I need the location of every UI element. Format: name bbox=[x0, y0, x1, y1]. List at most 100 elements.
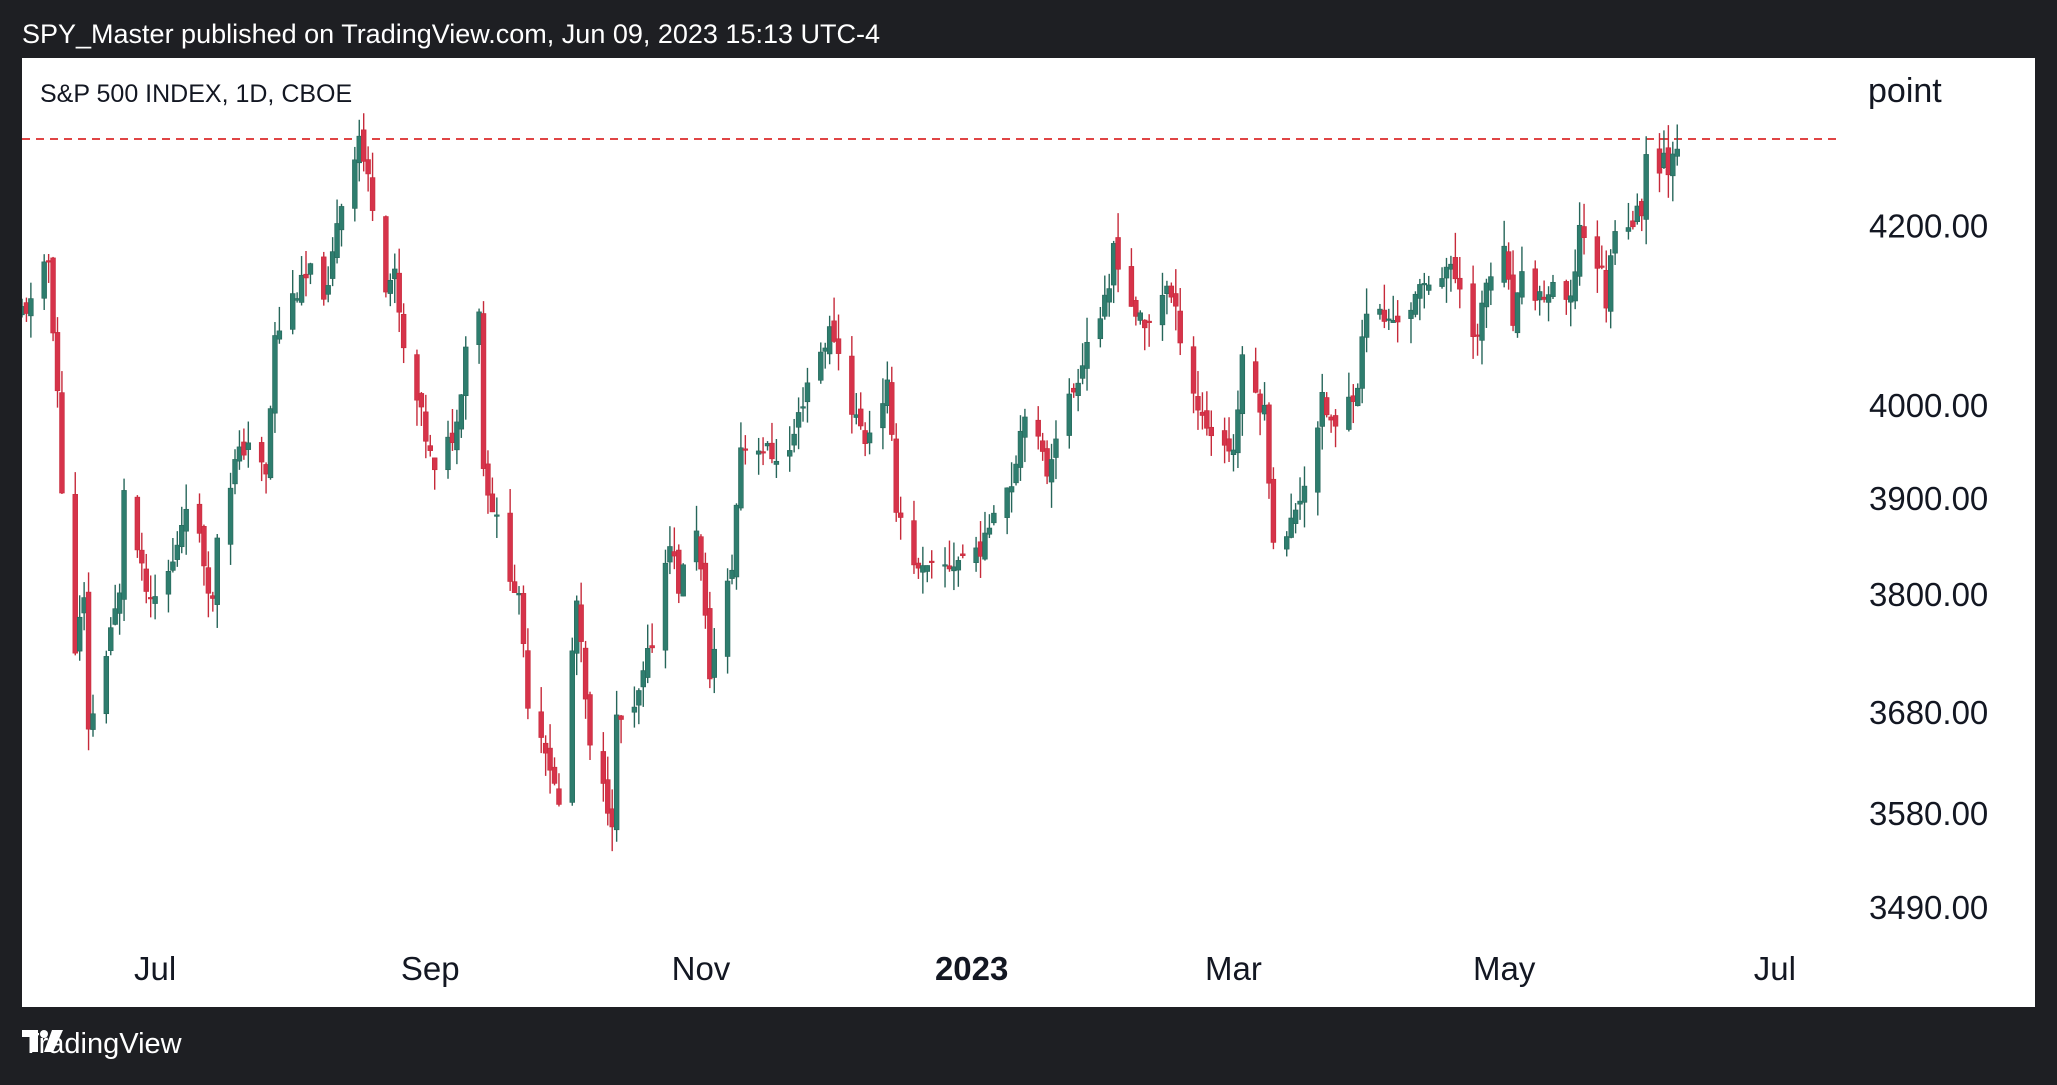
candle[interactable] bbox=[258, 436, 265, 482]
candle[interactable] bbox=[1257, 389, 1263, 436]
candle[interactable] bbox=[1386, 308, 1392, 331]
candle[interactable] bbox=[760, 437, 766, 466]
candle[interactable] bbox=[365, 146, 371, 192]
candle[interactable] bbox=[578, 582, 584, 663]
candle[interactable] bbox=[1297, 477, 1303, 520]
candle[interactable] bbox=[640, 661, 646, 707]
candle[interactable] bbox=[920, 546, 926, 594]
candle[interactable] bbox=[986, 514, 993, 539]
candle[interactable] bbox=[1133, 296, 1139, 326]
candle[interactable] bbox=[1670, 141, 1676, 202]
candle[interactable] bbox=[1656, 133, 1663, 193]
candle[interactable] bbox=[108, 617, 114, 656]
candle[interactable] bbox=[702, 552, 709, 629]
chart-panel[interactable]: 4200.00 4000.00 3900.00 3800.00 3680.00 3580.… bbox=[22, 58, 2035, 1007]
candle[interactable] bbox=[1013, 455, 1019, 486]
candle[interactable] bbox=[1550, 274, 1556, 299]
candle[interactable] bbox=[1394, 300, 1401, 343]
candle[interactable] bbox=[179, 506, 185, 554]
candle[interactable] bbox=[165, 559, 172, 613]
candle[interactable] bbox=[866, 410, 873, 455]
candle[interactable] bbox=[547, 724, 553, 794]
candle[interactable] bbox=[1323, 392, 1330, 418]
candle[interactable] bbox=[267, 405, 274, 480]
candle[interactable] bbox=[1115, 213, 1121, 293]
candle[interactable] bbox=[1443, 257, 1450, 303]
candle[interactable] bbox=[929, 550, 935, 579]
candle[interactable] bbox=[329, 237, 336, 287]
candle[interactable] bbox=[360, 113, 367, 172]
candle[interactable] bbox=[600, 732, 607, 802]
candle[interactable] bbox=[893, 423, 899, 522]
candle[interactable] bbox=[1674, 124, 1680, 166]
candle[interactable] bbox=[849, 336, 855, 434]
candle[interactable] bbox=[1177, 288, 1183, 356]
candle[interactable] bbox=[1532, 260, 1538, 311]
candle[interactable] bbox=[1230, 434, 1237, 472]
candle[interactable] bbox=[1106, 273, 1112, 317]
candle[interactable] bbox=[418, 392, 425, 426]
candle[interactable] bbox=[1359, 319, 1365, 404]
candle[interactable] bbox=[1328, 414, 1334, 433]
candle[interactable] bbox=[147, 575, 154, 618]
candle[interactable] bbox=[884, 361, 891, 414]
candle[interactable] bbox=[507, 489, 513, 591]
candle[interactable] bbox=[334, 199, 340, 264]
candle[interactable] bbox=[1612, 220, 1618, 265]
candle[interactable] bbox=[214, 534, 220, 628]
candle[interactable] bbox=[880, 378, 886, 450]
candle[interactable] bbox=[587, 691, 593, 760]
candle[interactable] bbox=[1408, 302, 1414, 344]
candle[interactable] bbox=[1599, 245, 1605, 270]
candle[interactable] bbox=[449, 409, 456, 451]
candle[interactable] bbox=[822, 342, 828, 369]
candle[interactable] bbox=[1355, 383, 1361, 407]
candle[interactable] bbox=[1505, 242, 1512, 290]
candle[interactable] bbox=[387, 273, 394, 307]
candle[interactable] bbox=[542, 735, 549, 776]
candle[interactable] bbox=[645, 624, 651, 684]
candle[interactable] bbox=[1075, 368, 1081, 412]
candle[interactable] bbox=[1221, 417, 1228, 464]
candle[interactable] bbox=[636, 688, 642, 725]
candle[interactable] bbox=[516, 586, 522, 615]
candle[interactable] bbox=[392, 253, 398, 304]
candle[interactable] bbox=[201, 524, 207, 586]
candle[interactable] bbox=[1519, 246, 1525, 305]
candle[interactable] bbox=[134, 495, 141, 558]
candle[interactable] bbox=[1448, 255, 1454, 292]
candle[interactable] bbox=[1168, 282, 1175, 303]
candle[interactable] bbox=[915, 557, 922, 579]
candle[interactable] bbox=[1226, 417, 1232, 463]
candle[interactable] bbox=[613, 690, 620, 842]
candle[interactable] bbox=[733, 503, 740, 590]
candle[interactable] bbox=[574, 595, 580, 676]
candle[interactable] bbox=[818, 342, 824, 384]
candle[interactable] bbox=[458, 394, 465, 438]
candle[interactable] bbox=[551, 757, 558, 786]
candle[interactable] bbox=[1541, 280, 1547, 303]
candle[interactable] bbox=[1146, 314, 1152, 347]
candle[interactable] bbox=[23, 297, 30, 322]
candle[interactable] bbox=[1004, 487, 1010, 535]
candle[interactable] bbox=[1159, 272, 1166, 341]
candle[interactable] bbox=[289, 270, 296, 335]
candle[interactable] bbox=[241, 428, 247, 460]
candle[interactable] bbox=[116, 583, 123, 635]
candle[interactable] bbox=[1563, 279, 1570, 315]
candle[interactable] bbox=[1022, 408, 1028, 463]
candle[interactable] bbox=[764, 441, 771, 451]
candle[interactable] bbox=[338, 203, 345, 247]
candle[interactable] bbox=[982, 511, 988, 561]
candle[interactable] bbox=[1239, 346, 1246, 436]
candle[interactable] bbox=[54, 317, 61, 408]
candle[interactable] bbox=[960, 544, 966, 559]
candle[interactable] bbox=[59, 371, 65, 494]
candle[interactable] bbox=[1097, 306, 1104, 348]
candle[interactable] bbox=[605, 756, 611, 826]
candle[interactable] bbox=[356, 119, 362, 182]
candle[interactable] bbox=[1639, 198, 1645, 232]
candle[interactable] bbox=[139, 532, 145, 581]
candle[interactable] bbox=[72, 472, 78, 656]
candle[interactable] bbox=[942, 547, 948, 588]
